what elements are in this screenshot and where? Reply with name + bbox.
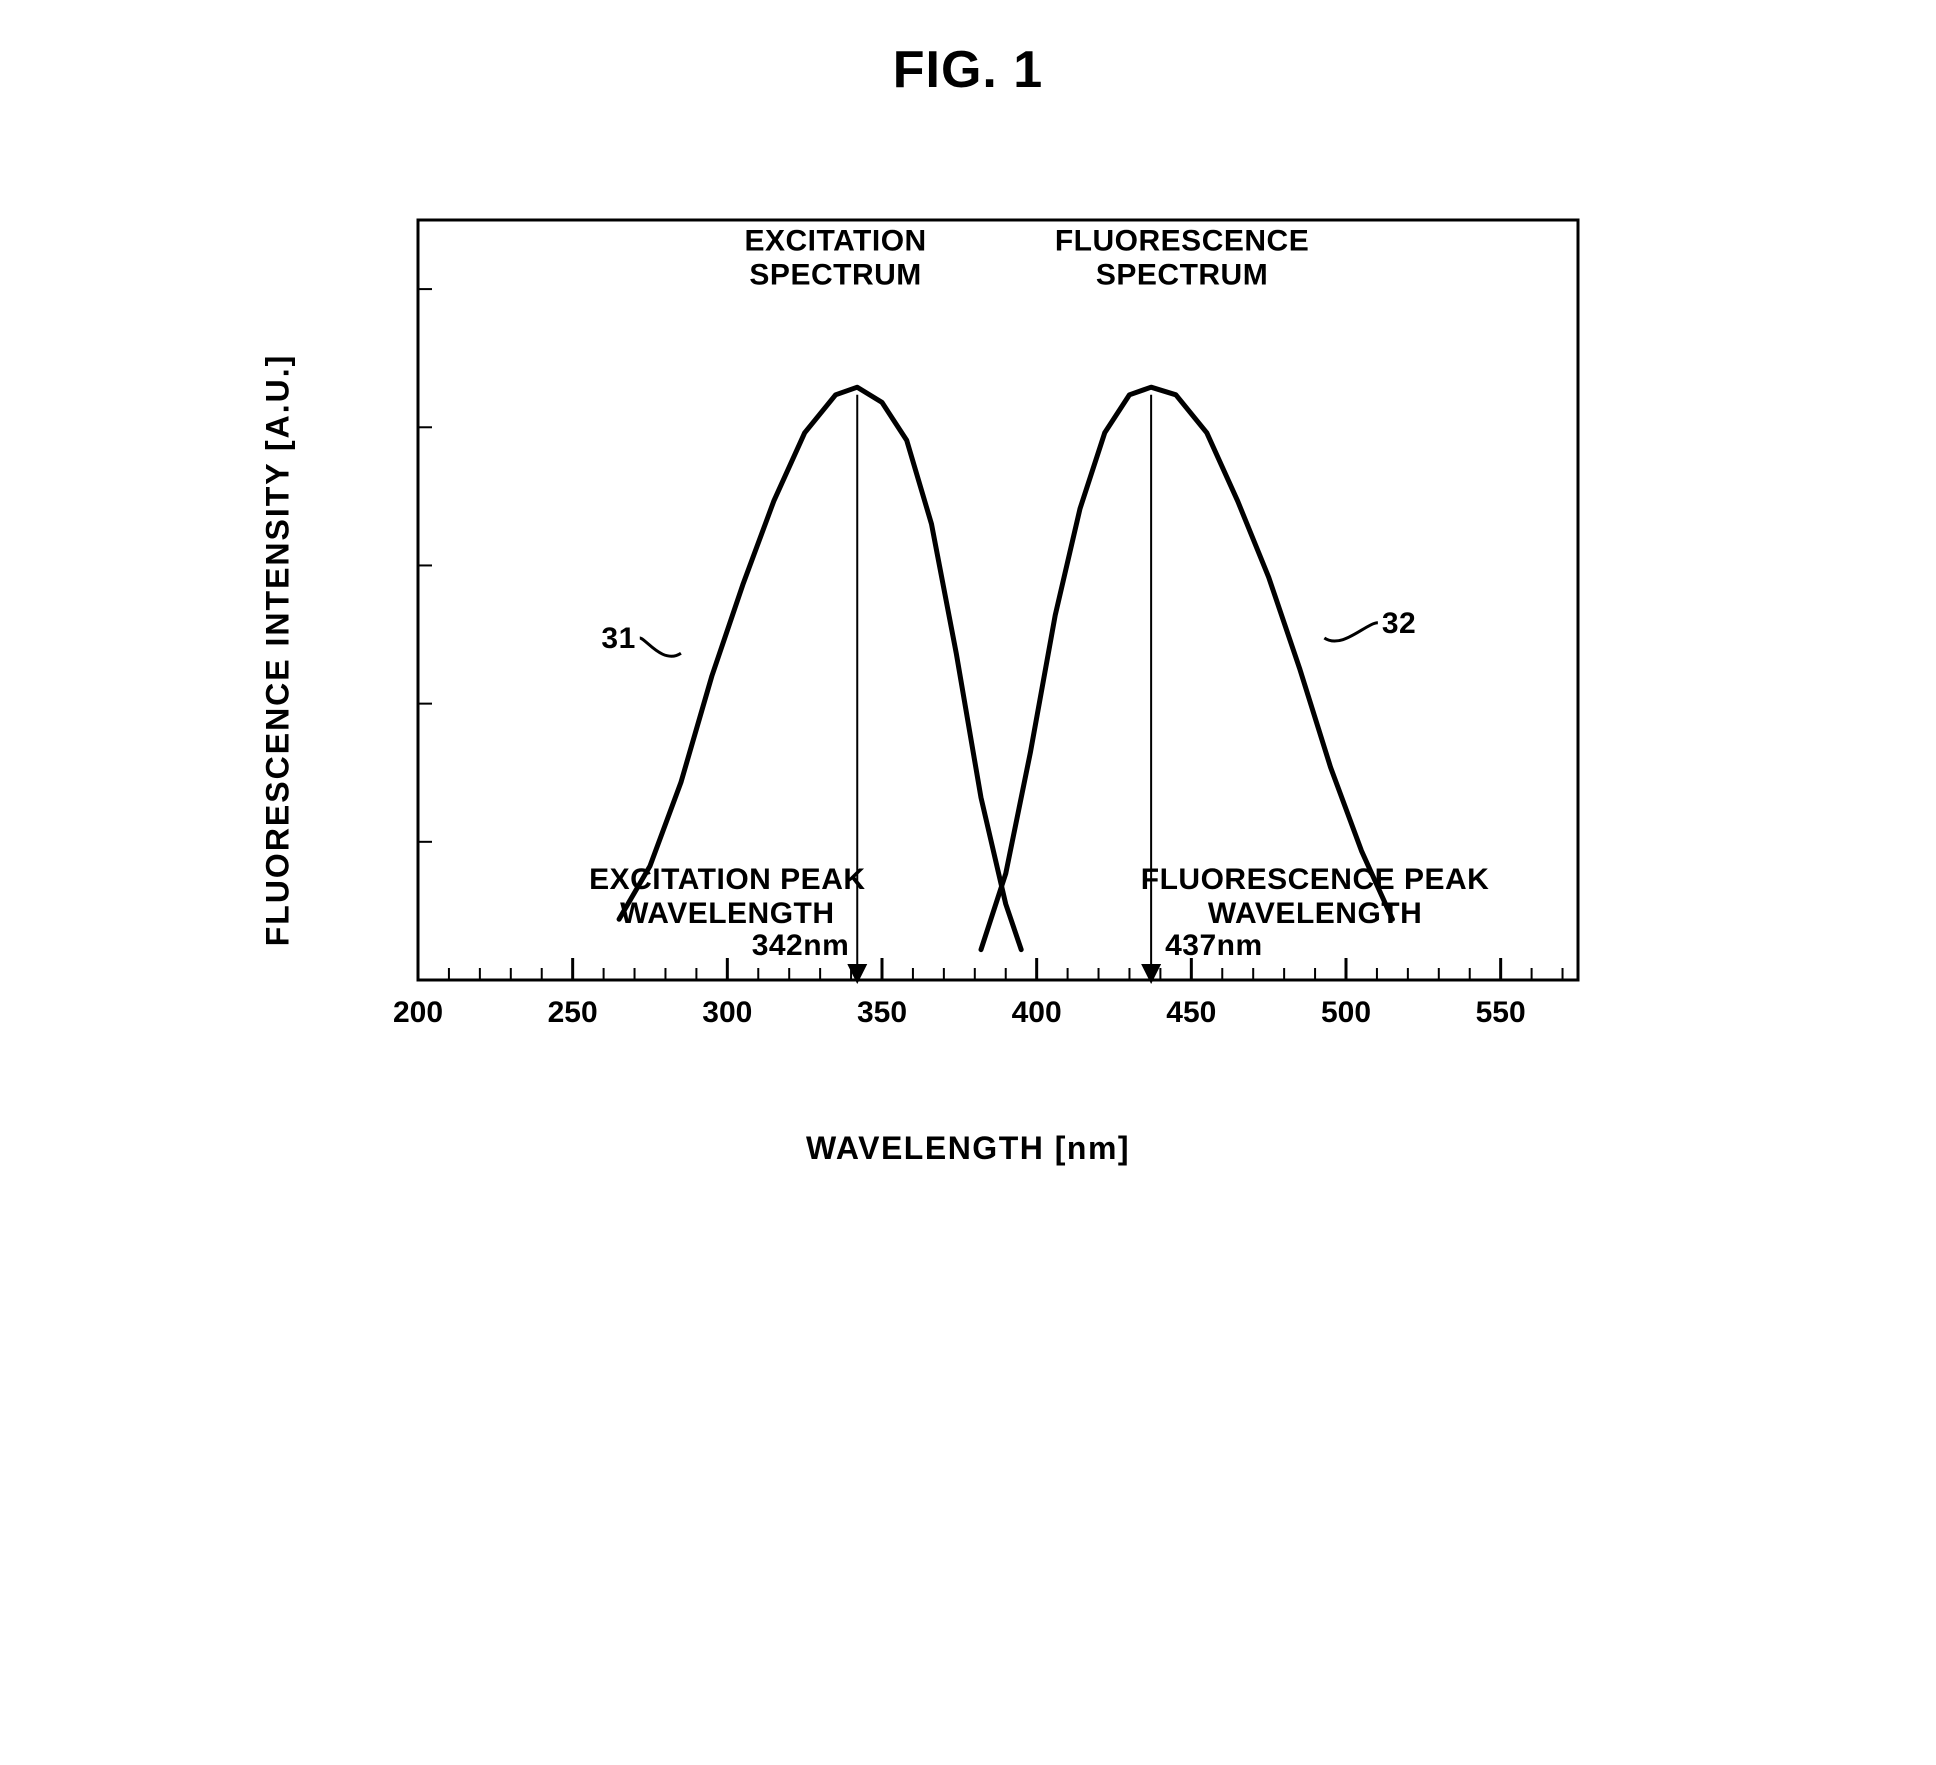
callout-31-leader (640, 638, 681, 656)
excitation-peak-label-2: WAVELENGTH (620, 897, 834, 930)
excitation-top-label-line1: EXCITATION (744, 224, 926, 257)
chart-container: FLUORESCENCE INTENSITY [A.U.] 2002503003… (318, 200, 1618, 1100)
x-tick-label: 450 (1166, 996, 1216, 1029)
fluorescence-peak-label-2: WAVELENGTH (1208, 897, 1422, 930)
fluorescence-chart: 200250300350400450500550EXCITATIONSPECTR… (318, 200, 1618, 1100)
fluorescence-top-label-line2: SPECTRUM (1096, 258, 1268, 291)
excitation-peak-value: 342nm (752, 929, 850, 962)
x-tick-label: 500 (1321, 996, 1371, 1029)
callout-32-leader (1324, 623, 1378, 641)
excitation-peak-label-1: EXCITATION PEAK (589, 863, 865, 896)
x-axis-label: WAVELENGTH [nm] (268, 1130, 1668, 1167)
x-tick-label: 200 (393, 996, 443, 1029)
x-tick-label: 250 (548, 996, 598, 1029)
x-tick-label: 300 (702, 996, 752, 1029)
fluorescence-peak-label-1: FLUORESCENCE PEAK (1141, 863, 1490, 896)
fluorescence-top-label-line1: FLUORESCENCE (1055, 224, 1309, 257)
callout-32-label: 32 (1382, 607, 1416, 640)
x-tick-label: 350 (857, 996, 907, 1029)
callout-31-label: 31 (601, 622, 635, 655)
y-axis-label: FLUORESCENCE INTENSITY [A.U.] (260, 354, 297, 947)
fluorescence-peak-value: 437nm (1165, 929, 1263, 962)
x-tick-label: 550 (1476, 996, 1526, 1029)
x-tick-label: 400 (1012, 996, 1062, 1029)
figure-title: FIG. 1 (268, 40, 1668, 100)
excitation-top-label-line2: SPECTRUM (749, 258, 921, 291)
